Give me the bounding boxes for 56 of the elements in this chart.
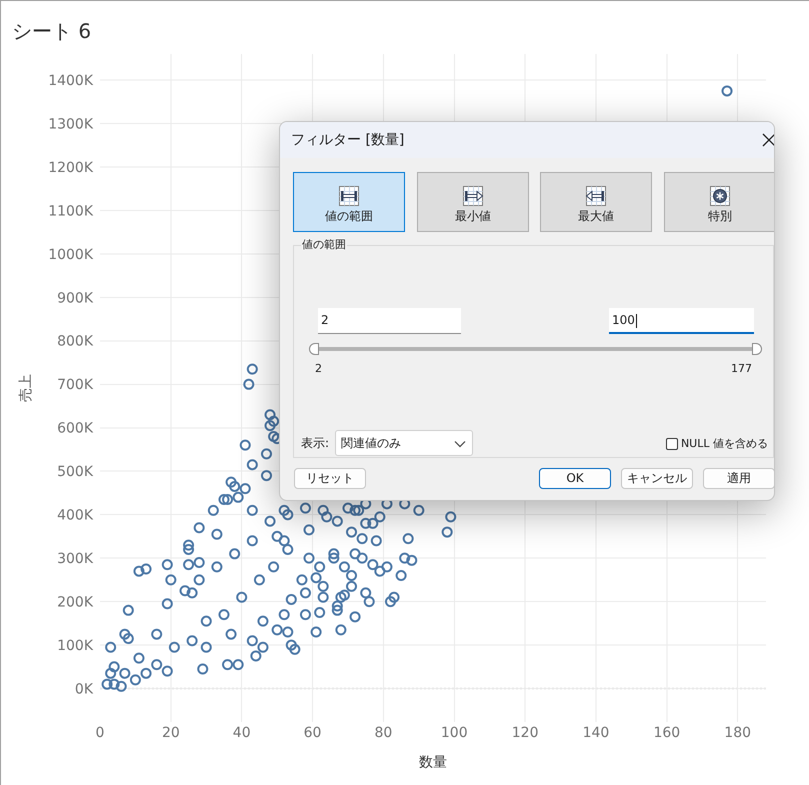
- mode-button: 最小値: [417, 172, 529, 232]
- text-field: 100: [609, 308, 754, 334]
- annotation: 2: [321, 313, 329, 328]
- y-tick-label: 100K: [57, 638, 94, 654]
- annotation: リセット: [306, 471, 354, 486]
- button: リセット: [294, 468, 366, 489]
- annotation: 最大値: [578, 209, 614, 224]
- x-tick-label: 140: [582, 725, 610, 741]
- annotation: 177: [731, 362, 752, 376]
- mode-button: 値の範囲: [293, 172, 405, 232]
- annotation: 100: [612, 313, 635, 328]
- x-tick-label: 40: [232, 725, 251, 741]
- annotation: NULL 値を含める: [680, 436, 768, 451]
- annotation: キャンセル: [627, 471, 687, 486]
- x-tick-label: 160: [653, 725, 680, 741]
- x-tick-label: 120: [512, 725, 538, 741]
- mode-button: 最大値: [540, 172, 652, 232]
- x-tick-label: 20: [162, 725, 180, 741]
- x-tick-label: 100: [440, 725, 468, 741]
- y-tick-label: 700K: [57, 377, 94, 394]
- y-axis-title: 売上: [18, 374, 34, 402]
- x-tick-label: 80: [374, 725, 392, 741]
- x-tick-label: 60: [304, 725, 322, 741]
- annotation: 最小値: [455, 209, 491, 224]
- y-tick-label: 1400K: [48, 72, 94, 89]
- annotation: 適用: [727, 471, 751, 486]
- y-tick-label: 800K: [57, 334, 94, 350]
- annotation: 表示:: [301, 436, 330, 451]
- x-axis-title: 数量: [419, 754, 447, 770]
- annotation: 2: [315, 362, 322, 376]
- annotation: 特別: [708, 209, 732, 224]
- button: 適用: [703, 468, 774, 489]
- y-tick-label: 1300K: [48, 116, 94, 132]
- y-tick-label: 200K: [57, 594, 94, 611]
- y-tick-label: 1100K: [48, 203, 94, 220]
- x-tick-label: 180: [724, 725, 752, 741]
- y-tick-label: 300K: [57, 551, 94, 568]
- dropdown-field: 関連値のみ: [335, 430, 473, 456]
- y-tick-label: 500K: [57, 464, 94, 480]
- chart-title: シート 6: [12, 19, 92, 43]
- button: キャンセル: [621, 468, 693, 489]
- y-tick-label: 1200K: [48, 160, 94, 176]
- y-tick-label: 1000K: [48, 246, 94, 263]
- x-tick-label: 0: [96, 725, 104, 741]
- y-tick-label: 600K: [57, 420, 94, 437]
- annotation: 値の範囲: [301, 238, 347, 252]
- y-tick-label: 400K: [57, 508, 94, 524]
- annotation: 値の範囲: [325, 209, 373, 224]
- y-tick-label: 0K: [74, 681, 94, 698]
- annotation: 関連値のみ: [341, 436, 401, 451]
- text: フィルター [数量]: [291, 131, 404, 149]
- annotation: OK: [566, 471, 584, 486]
- y-tick-label: 900K: [57, 290, 94, 306]
- mode-button: 特別: [664, 172, 774, 232]
- button: OK: [539, 468, 611, 489]
- text-field: 2: [318, 308, 461, 334]
